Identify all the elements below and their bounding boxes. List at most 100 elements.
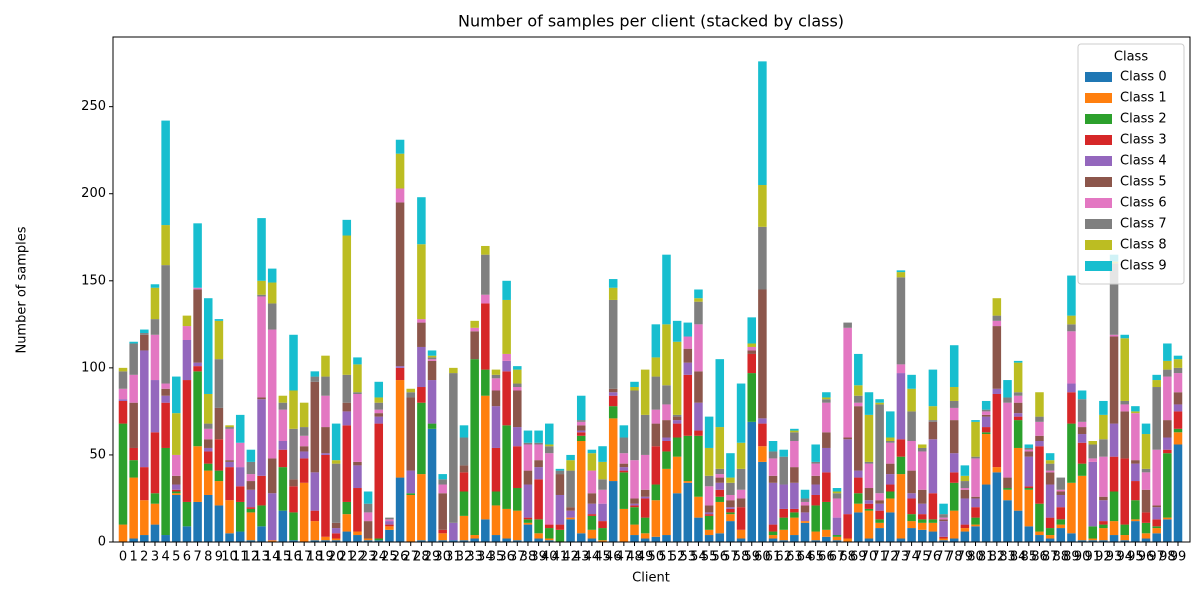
bar-segment (203, 428, 213, 440)
bar-segment (203, 470, 213, 495)
bar-segment (587, 449, 597, 454)
bar-segment (917, 529, 927, 542)
bar-segment (438, 533, 447, 541)
bar-segment (363, 503, 373, 513)
bar-segment (438, 479, 447, 485)
x-tick-label: 28 (413, 550, 430, 565)
bar-segment (513, 446, 522, 489)
bar-segment (662, 437, 671, 441)
bar-segment (1088, 444, 1098, 459)
bar-segment (1163, 453, 1172, 518)
bar-segment (651, 423, 661, 447)
bar-segment (587, 515, 597, 530)
bar-segment (864, 414, 874, 462)
bar-segment (843, 514, 852, 539)
bar-segment (513, 366, 522, 370)
bar-segment (385, 521, 394, 525)
bar-segment (917, 519, 927, 523)
bar-segment (896, 364, 906, 374)
bar-segment (1013, 392, 1023, 396)
bar-segment (736, 498, 746, 508)
bar-segment (587, 503, 597, 515)
bar-segment (1099, 400, 1108, 415)
bar-segment (843, 327, 852, 438)
bar-segment (608, 406, 618, 419)
bar-segment (182, 526, 192, 542)
bar-segment (822, 432, 831, 448)
bar-segment (235, 531, 245, 542)
bar-segment (406, 470, 415, 494)
bar-segment (1152, 449, 1161, 506)
legend-swatch (1085, 72, 1112, 82)
bar-segment (992, 393, 1002, 468)
bar-segment (886, 498, 895, 513)
bar-segment (875, 519, 884, 523)
bar-segment (1131, 500, 1140, 520)
x-tick-label: 61 (765, 550, 782, 565)
bar-segment (886, 512, 895, 542)
bar-segment (949, 472, 959, 483)
bar-segment (949, 538, 959, 542)
bar-segment (928, 519, 938, 523)
bar-segment (331, 460, 341, 464)
bar-segment (1152, 387, 1161, 450)
bar-segment (576, 430, 586, 433)
bar-segment (427, 380, 437, 424)
bar-segment (715, 501, 725, 534)
bar-segment (214, 359, 224, 408)
bar-segment (928, 420, 938, 422)
bar-segment (278, 402, 288, 410)
bar-segment (939, 536, 948, 539)
bar-segment (800, 501, 810, 506)
x-tick-label: 63 (786, 550, 803, 565)
bar-segment (704, 447, 714, 476)
bar-segment (683, 435, 693, 482)
bar-segment (470, 359, 479, 536)
bar-segment (523, 524, 533, 542)
bar-segment (907, 528, 916, 542)
bar-segment (1173, 444, 1183, 542)
bar-segment (768, 524, 778, 532)
bar-segment (1003, 402, 1012, 478)
legend-label: Class 3 (1120, 133, 1167, 148)
y-tick-label: 250 (81, 99, 106, 114)
x-tick-label: 81 (978, 550, 995, 565)
bar-segment (342, 219, 352, 236)
bar-segment (1024, 526, 1034, 542)
bar-segment (193, 223, 202, 288)
bar-segment (299, 451, 309, 459)
bar-segment (267, 303, 277, 330)
bar-segment (960, 481, 970, 489)
legend-swatch (1085, 114, 1112, 124)
bar-segment (1024, 486, 1034, 489)
legend-swatch (1085, 261, 1112, 271)
bar-segment (886, 442, 895, 464)
bar-segment (555, 494, 565, 525)
bar-segment (118, 367, 128, 372)
bar-segment (257, 397, 266, 400)
bar-segment (960, 475, 970, 482)
x-tick-label: 21 (339, 550, 356, 565)
bar-segment (971, 507, 980, 518)
bar-segment (587, 493, 597, 504)
bar-segment (1163, 517, 1172, 520)
bar-segment (822, 447, 831, 473)
bar-segment (449, 367, 458, 374)
bar-segment (246, 540, 256, 542)
bar-segment (1141, 468, 1151, 473)
bar-segment (683, 348, 693, 363)
bar-segment (342, 514, 352, 532)
bar-segment (1120, 334, 1129, 339)
bar-segment (587, 514, 597, 516)
bar-segment (534, 533, 543, 539)
bar-segment (118, 400, 128, 424)
bar-segment (1152, 519, 1161, 527)
bar-segment (949, 345, 959, 388)
bar-segment (310, 540, 320, 542)
bar-segment (619, 472, 629, 509)
bar-segment (917, 503, 927, 515)
x-tick-label: 31 (445, 550, 462, 565)
bar-segment (417, 474, 426, 541)
bar-segment (1045, 453, 1055, 461)
bar-segment (491, 374, 501, 379)
